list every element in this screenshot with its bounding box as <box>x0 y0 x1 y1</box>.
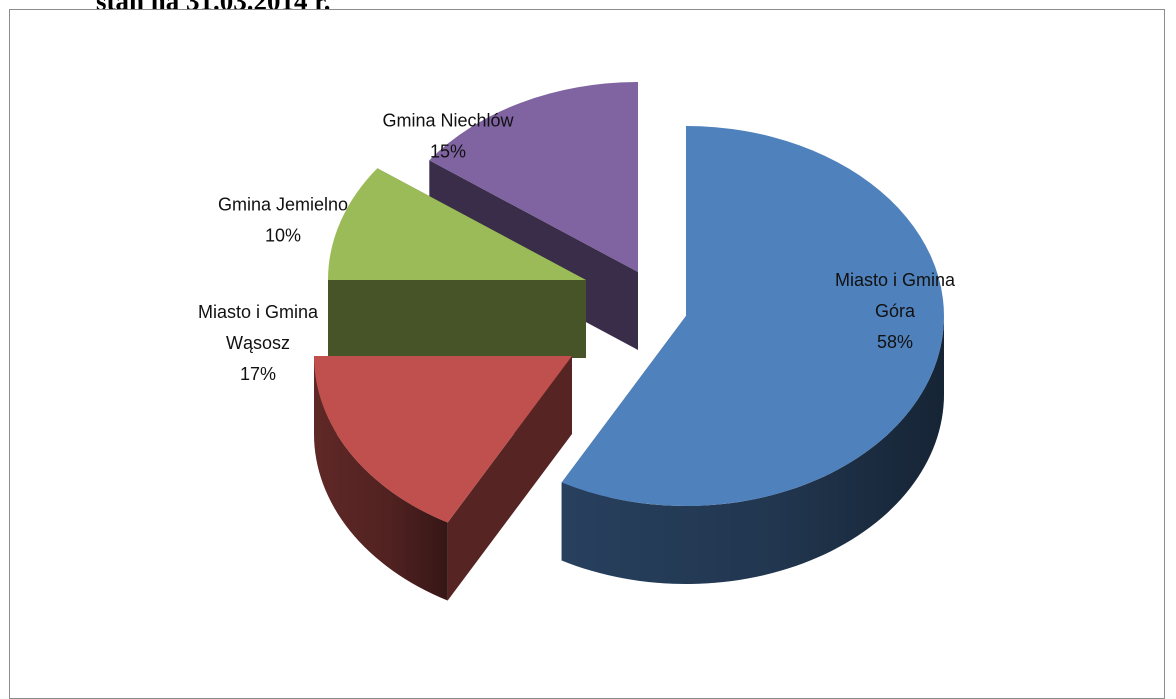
slice-label-line-1-1: Wąsosz <box>226 333 290 353</box>
slice-label-line-1-0: Miasto i Gmina <box>198 302 319 322</box>
slice-top-3 <box>429 82 638 272</box>
slice-label-2: Gmina Jemielno 10% <box>218 195 348 246</box>
slice-label-3: Gmina Niechlów 15% <box>382 111 514 162</box>
slice-label-line-0-1: Góra <box>875 301 916 321</box>
slice-top-0 <box>561 126 944 506</box>
slice-label-0: Miasto i Gmina Góra 58% <box>835 270 956 352</box>
slice-0 <box>561 126 945 585</box>
slice-percent-0: 58% <box>877 332 913 352</box>
slice-percent-1: 17% <box>240 364 276 384</box>
slice-side-shade-0-0 <box>561 316 945 585</box>
slice-label-line-2-0: Gmina Jemielno <box>218 195 348 215</box>
slice-percent-3: 15% <box>430 142 466 162</box>
slice-label-line-0-0: Miasto i Gmina <box>835 270 956 290</box>
slice-2 <box>328 168 586 358</box>
slice-percent-2: 10% <box>265 226 301 246</box>
slice-label-line-3-0: Gmina Niechlów <box>382 111 514 131</box>
slice-top-1 <box>314 356 572 523</box>
slice-1 <box>314 356 572 601</box>
slice-label-1: Miasto i Gmina Wąsosz 17% <box>198 302 319 384</box>
slice-top-2 <box>328 168 586 280</box>
slice-side-shade-1-0 <box>314 356 448 601</box>
chart-frame <box>9 9 1165 699</box>
